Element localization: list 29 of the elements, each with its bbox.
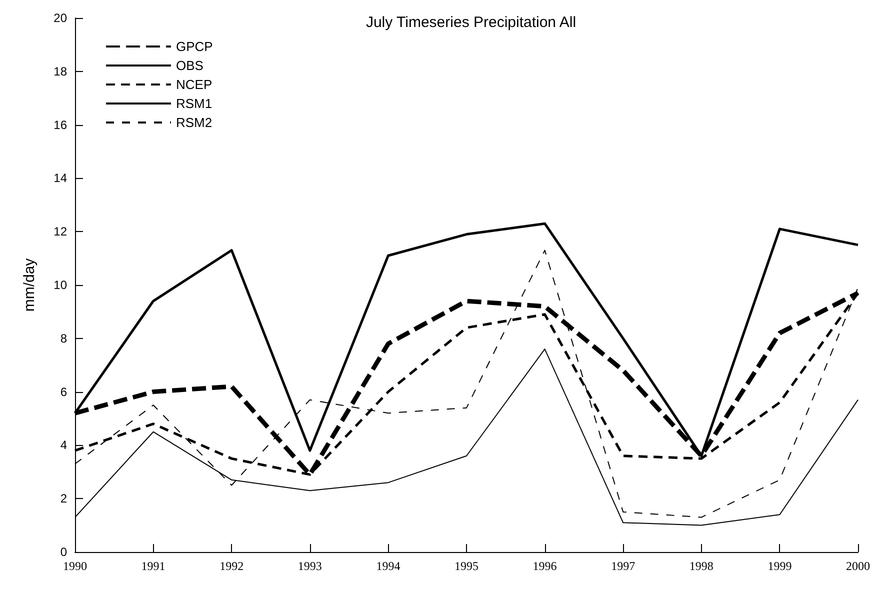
x-tick-label: 1996 bbox=[532, 559, 557, 573]
x-tick-label: 2000 bbox=[846, 559, 870, 573]
x-tick-label: 1991 bbox=[141, 559, 166, 573]
x-tick-label: 1994 bbox=[376, 559, 400, 573]
legend-label: OBS bbox=[176, 58, 204, 73]
x-tick-label: 1995 bbox=[454, 559, 478, 573]
legend-label: NCEP bbox=[176, 77, 212, 92]
y-tick-label: 20 bbox=[54, 11, 68, 25]
x-tick-label: 1993 bbox=[298, 559, 322, 573]
chart-title: July Timeseries Precipitation All bbox=[366, 14, 576, 31]
y-tick-label: 14 bbox=[54, 171, 68, 186]
y-tick-label: 16 bbox=[54, 118, 68, 132]
legend-label: RSM2 bbox=[176, 115, 212, 130]
y-tick-label: 12 bbox=[54, 224, 68, 239]
x-tick-label: 1999 bbox=[768, 559, 792, 573]
x-tick-label: 1997 bbox=[611, 559, 636, 573]
x-tick-label: 1990 bbox=[63, 559, 87, 573]
y-tick-label: 8 bbox=[60, 331, 68, 346]
legend-label: GPCP bbox=[176, 39, 213, 54]
y-tick-label: 0 bbox=[60, 545, 68, 559]
y-tick-label: 18 bbox=[54, 64, 68, 78]
y-tick-label: 6 bbox=[60, 384, 68, 399]
y-tick-label: 4 bbox=[60, 438, 68, 452]
y-axis-title: mm/day bbox=[21, 258, 38, 312]
legend-label: RSM1 bbox=[176, 96, 212, 111]
x-tick-label: 1998 bbox=[689, 559, 714, 573]
x-tick-label: 1992 bbox=[220, 559, 244, 573]
y-tick-label: 2 bbox=[60, 492, 68, 506]
y-tick-label: 10 bbox=[54, 278, 68, 292]
